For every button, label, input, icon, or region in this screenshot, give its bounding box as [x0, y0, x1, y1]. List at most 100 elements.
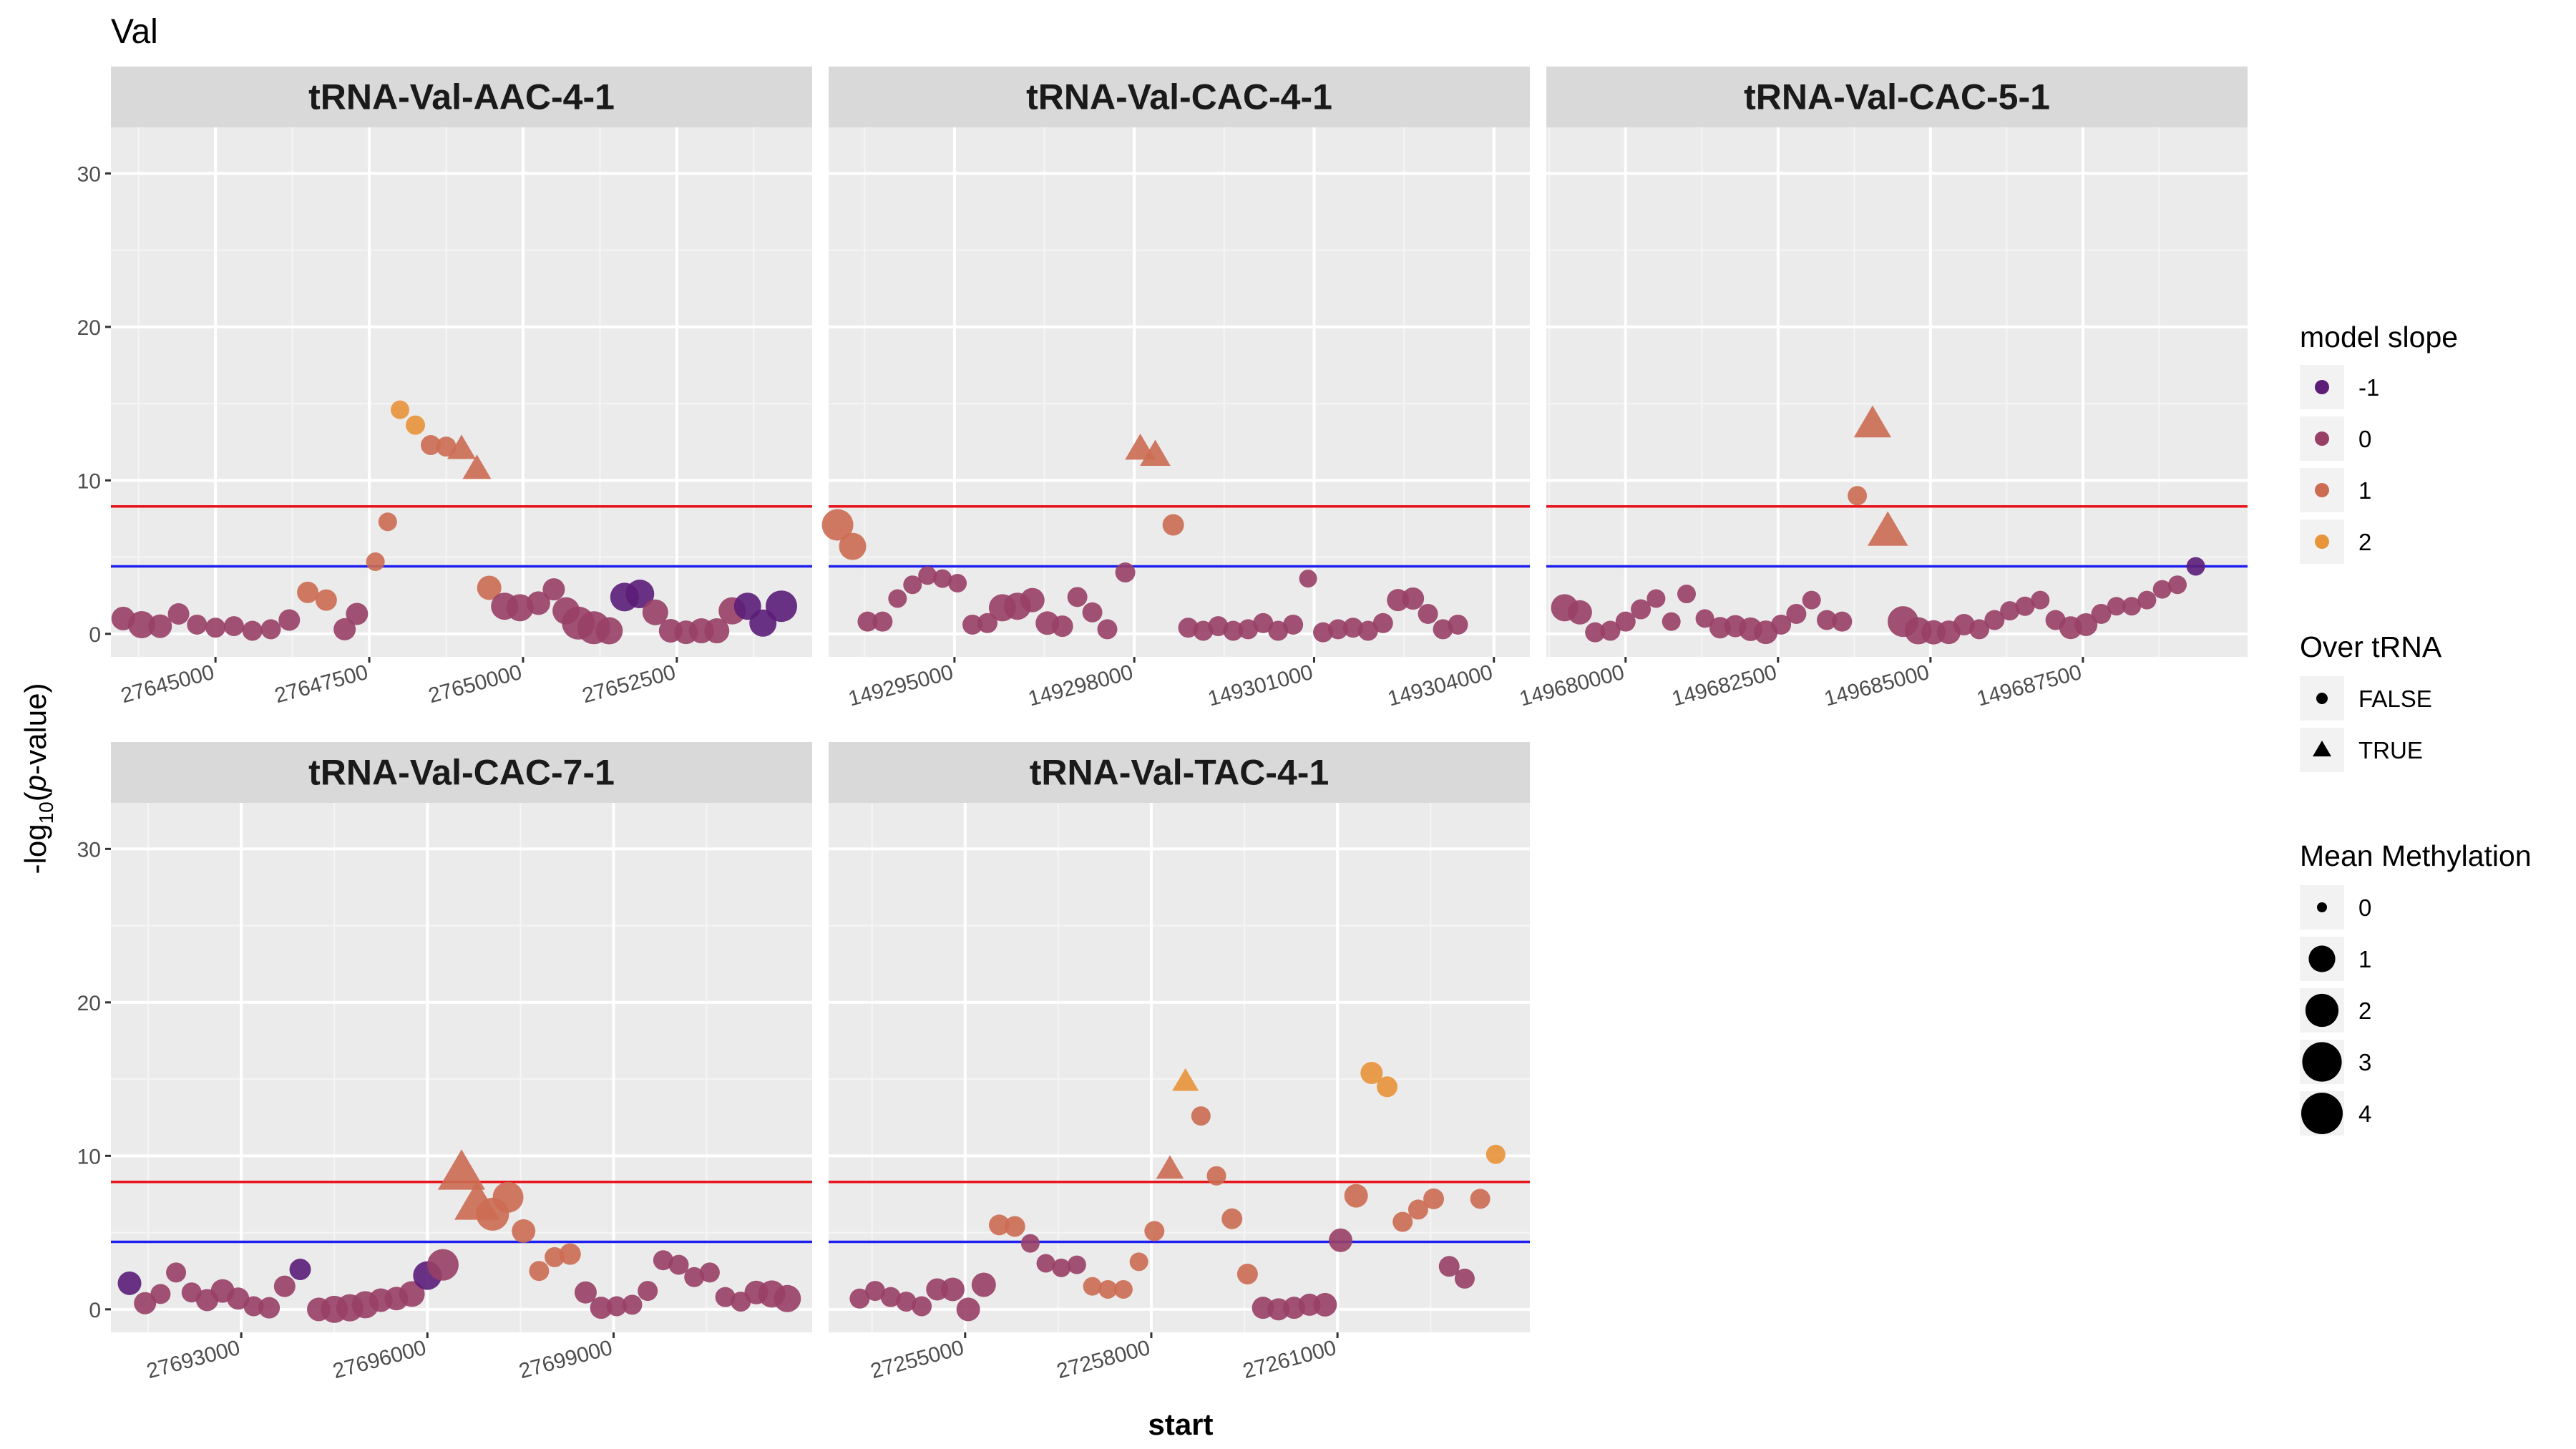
data-point: [766, 590, 798, 623]
data-point: [127, 610, 155, 638]
legend-meth-label: 3: [2358, 1049, 2371, 1075]
data-point: [436, 436, 457, 457]
data-point: [839, 532, 867, 560]
data-point: [1984, 610, 2005, 630]
facet-strip-title: tRNA-Val-AAC-4-1: [308, 77, 615, 117]
panel-background: [111, 127, 812, 657]
legend-meth-swatch: [2301, 1093, 2343, 1134]
data-point: [865, 1281, 886, 1302]
facet-strip: [111, 67, 812, 127]
data-point: [148, 614, 172, 638]
data-point: [2122, 597, 2142, 616]
data-point: [1082, 602, 1103, 623]
data-point: [426, 1249, 459, 1281]
data-point: [888, 589, 907, 608]
data-point: [297, 581, 319, 603]
legend-slope-swatch: [2315, 380, 2329, 394]
data-point: [1423, 1188, 1445, 1209]
data-point: [2168, 575, 2187, 595]
facet-strip-title: tRNA-Val-CAC-4-1: [1026, 77, 1332, 117]
data-point: [1418, 603, 1438, 624]
y-tick-label: 20: [77, 992, 101, 1015]
data-point: [399, 1281, 425, 1307]
data-point: [1328, 1228, 1352, 1252]
data-point: [918, 566, 937, 585]
y-tick-label: 30: [77, 838, 101, 862]
data-point: [117, 1271, 142, 1295]
data-point: [2074, 613, 2098, 636]
x-axis-title: start: [1148, 1407, 1213, 1441]
data-point-triangle: [1172, 1068, 1199, 1091]
figure-title: Val: [111, 13, 158, 51]
data-point: [1662, 612, 1681, 631]
data-point: [2186, 557, 2205, 576]
data-point: [684, 1267, 705, 1287]
data-point: [1051, 615, 1073, 638]
data-point-triangle: [447, 434, 476, 459]
data-point: [1585, 622, 1606, 643]
data-point: [774, 1284, 801, 1312]
y-axis-title: -log10(p-value): [19, 683, 57, 874]
y-tick-label: 30: [77, 162, 101, 186]
data-point: [1098, 1279, 1118, 1299]
data-point: [1677, 585, 1696, 604]
facet-strip-title: tRNA-Val-TAC-4-1: [1030, 753, 1330, 793]
data-point: [2091, 603, 2112, 624]
data-point: [1407, 1199, 1428, 1220]
data-point: [1615, 611, 1636, 632]
data-point: [1162, 514, 1184, 536]
data-point: [526, 591, 550, 615]
data-point: [704, 618, 730, 644]
data-point: [1786, 603, 1807, 624]
legend-meth-swatch: [2305, 993, 2339, 1028]
data-point: [1253, 613, 1274, 633]
data-point: [903, 575, 922, 595]
data-point: [1448, 614, 1468, 635]
data-point: [872, 611, 893, 632]
data-point: [529, 1261, 550, 1282]
data-point: [187, 614, 208, 635]
legend-over-label: FALSE: [2358, 686, 2432, 712]
data-point-triangle: [1853, 405, 1892, 438]
legend-slope-label: 2: [2358, 529, 2371, 555]
data-point: [260, 619, 281, 640]
data-point: [227, 1287, 250, 1310]
data-point: [2152, 580, 2172, 599]
data-point: [1969, 619, 1990, 640]
y-tick-label: 10: [77, 1145, 101, 1169]
data-point: [1454, 1268, 1475, 1289]
data-point-triangle: [462, 454, 492, 479]
data-point: [1020, 1234, 1040, 1253]
data-point: [1206, 1166, 1226, 1186]
legend-meth-title: Mean Methylation: [2300, 839, 2532, 872]
data-point: [1327, 619, 1348, 640]
data-point: [1178, 618, 1199, 638]
data-point: [1631, 599, 1652, 620]
data-point: [821, 509, 854, 541]
data-point-triangle: [437, 1149, 486, 1190]
data-point: [273, 1275, 296, 1297]
legend-slope-swatch: [2315, 431, 2329, 446]
legend-slope-swatch: [2315, 483, 2329, 497]
data-point: [1392, 1211, 1413, 1232]
data-point: [346, 602, 369, 625]
data-point: [406, 415, 426, 435]
data-point: [1238, 619, 1259, 640]
data-point: [699, 1262, 720, 1283]
data-point: [1848, 486, 1868, 506]
data-point: [2000, 601, 2020, 621]
data-point: [574, 1281, 597, 1304]
data-point: [166, 1262, 187, 1283]
data-point: [559, 1243, 581, 1265]
data-point: [1036, 1254, 1055, 1273]
data-point: [1191, 1106, 1211, 1126]
facet-strip-title: tRNA-Val-CAC-7-1: [308, 753, 615, 793]
data-point: [1402, 587, 1425, 610]
data-point: [1299, 570, 1317, 588]
data-point: [205, 618, 226, 638]
facet-strip: [111, 742, 812, 803]
